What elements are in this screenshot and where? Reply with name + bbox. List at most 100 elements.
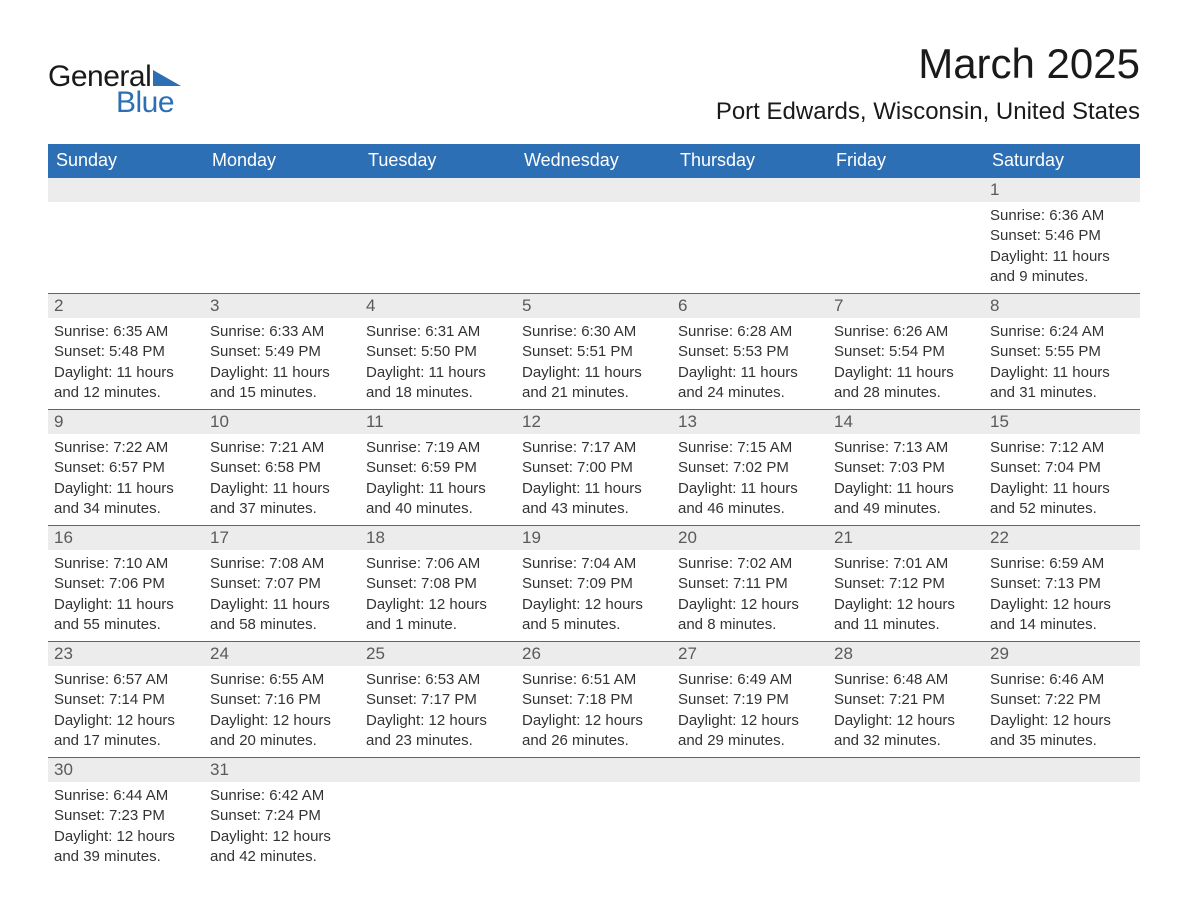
day-content <box>828 202 984 292</box>
sunrise-line: Sunrise: 6:53 AM <box>366 670 510 690</box>
daylight-line-2: and 8 minutes. <box>678 615 822 635</box>
day-number <box>672 758 828 782</box>
day-number: 30 <box>48 758 204 782</box>
header: General Blue March 2025 Port Edwards, Wi… <box>48 40 1140 126</box>
calendar-day-cell: 18Sunrise: 7:06 AMSunset: 7:08 PMDayligh… <box>360 526 516 642</box>
daylight-line-2: and 42 minutes. <box>210 847 354 867</box>
daylight-line-1: Daylight: 11 hours <box>678 479 822 499</box>
day-number <box>984 758 1140 782</box>
calendar-day-cell: 30Sunrise: 6:44 AMSunset: 7:23 PMDayligh… <box>48 758 204 874</box>
day-number: 3 <box>204 294 360 318</box>
day-header: Saturday <box>984 144 1140 178</box>
title-block: March 2025 Port Edwards, Wisconsin, Unit… <box>716 40 1140 126</box>
calendar-day-cell: 21Sunrise: 7:01 AMSunset: 7:12 PMDayligh… <box>828 526 984 642</box>
calendar-day-cell <box>516 758 672 874</box>
calendar-day-cell: 16Sunrise: 7:10 AMSunset: 7:06 PMDayligh… <box>48 526 204 642</box>
sunset-line: Sunset: 7:11 PM <box>678 574 822 594</box>
sunset-line: Sunset: 7:12 PM <box>834 574 978 594</box>
calendar-day-cell <box>204 178 360 294</box>
day-number: 12 <box>516 410 672 434</box>
daylight-line-2: and 26 minutes. <box>522 731 666 751</box>
sunset-line: Sunset: 6:59 PM <box>366 458 510 478</box>
calendar-week-row: 23Sunrise: 6:57 AMSunset: 7:14 PMDayligh… <box>48 642 1140 758</box>
daylight-line-2: and 15 minutes. <box>210 383 354 403</box>
sunrise-line: Sunrise: 6:59 AM <box>990 554 1134 574</box>
day-number: 26 <box>516 642 672 666</box>
day-number <box>828 758 984 782</box>
day-content: Sunrise: 6:49 AMSunset: 7:19 PMDaylight:… <box>672 666 828 757</box>
day-content: Sunrise: 7:12 AMSunset: 7:04 PMDaylight:… <box>984 434 1140 525</box>
calendar-day-cell <box>360 178 516 294</box>
daylight-line-1: Daylight: 12 hours <box>54 827 198 847</box>
calendar-day-cell <box>672 178 828 294</box>
calendar-day-cell <box>828 178 984 294</box>
day-number <box>204 178 360 202</box>
daylight-line-2: and 1 minute. <box>366 615 510 635</box>
calendar-day-cell: 8Sunrise: 6:24 AMSunset: 5:55 PMDaylight… <box>984 294 1140 410</box>
day-number: 4 <box>360 294 516 318</box>
day-content: Sunrise: 6:55 AMSunset: 7:16 PMDaylight:… <box>204 666 360 757</box>
day-content: Sunrise: 6:48 AMSunset: 7:21 PMDaylight:… <box>828 666 984 757</box>
sunset-line: Sunset: 7:00 PM <box>522 458 666 478</box>
calendar-day-cell: 14Sunrise: 7:13 AMSunset: 7:03 PMDayligh… <box>828 410 984 526</box>
day-header: Wednesday <box>516 144 672 178</box>
sunrise-line: Sunrise: 6:36 AM <box>990 206 1134 226</box>
day-number: 10 <box>204 410 360 434</box>
sunset-line: Sunset: 5:48 PM <box>54 342 198 362</box>
sunset-line: Sunset: 7:17 PM <box>366 690 510 710</box>
day-number: 29 <box>984 642 1140 666</box>
sunrise-line: Sunrise: 7:04 AM <box>522 554 666 574</box>
daylight-line-2: and 18 minutes. <box>366 383 510 403</box>
day-header: Monday <box>204 144 360 178</box>
daylight-line-1: Daylight: 11 hours <box>54 595 198 615</box>
calendar-day-cell: 9Sunrise: 7:22 AMSunset: 6:57 PMDaylight… <box>48 410 204 526</box>
day-content <box>672 202 828 292</box>
daylight-line-1: Daylight: 12 hours <box>990 595 1134 615</box>
sunset-line: Sunset: 5:50 PM <box>366 342 510 362</box>
calendar-day-cell: 23Sunrise: 6:57 AMSunset: 7:14 PMDayligh… <box>48 642 204 758</box>
sunrise-line: Sunrise: 6:44 AM <box>54 786 198 806</box>
daylight-line-1: Daylight: 12 hours <box>834 711 978 731</box>
daylight-line-1: Daylight: 12 hours <box>522 595 666 615</box>
daylight-line-1: Daylight: 12 hours <box>210 711 354 731</box>
daylight-line-2: and 40 minutes. <box>366 499 510 519</box>
day-number: 14 <box>828 410 984 434</box>
calendar-day-cell <box>360 758 516 874</box>
day-number: 21 <box>828 526 984 550</box>
day-content <box>672 782 828 872</box>
day-content: Sunrise: 7:13 AMSunset: 7:03 PMDaylight:… <box>828 434 984 525</box>
sunrise-line: Sunrise: 6:24 AM <box>990 322 1134 342</box>
calendar-day-cell <box>672 758 828 874</box>
day-content: Sunrise: 7:15 AMSunset: 7:02 PMDaylight:… <box>672 434 828 525</box>
sunset-line: Sunset: 6:57 PM <box>54 458 198 478</box>
daylight-line-1: Daylight: 11 hours <box>54 479 198 499</box>
daylight-line-2: and 37 minutes. <box>210 499 354 519</box>
daylight-line-2: and 20 minutes. <box>210 731 354 751</box>
sunrise-line: Sunrise: 6:46 AM <box>990 670 1134 690</box>
day-number: 18 <box>360 526 516 550</box>
calendar-day-cell <box>828 758 984 874</box>
calendar-day-cell <box>516 178 672 294</box>
calendar-table: Sunday Monday Tuesday Wednesday Thursday… <box>48 144 1140 873</box>
sunrise-line: Sunrise: 6:28 AM <box>678 322 822 342</box>
day-content: Sunrise: 7:02 AMSunset: 7:11 PMDaylight:… <box>672 550 828 641</box>
day-content: Sunrise: 6:24 AMSunset: 5:55 PMDaylight:… <box>984 318 1140 409</box>
location: Port Edwards, Wisconsin, United States <box>716 98 1140 126</box>
calendar-body: 1Sunrise: 6:36 AMSunset: 5:46 PMDaylight… <box>48 178 1140 874</box>
calendar-day-cell: 6Sunrise: 6:28 AMSunset: 5:53 PMDaylight… <box>672 294 828 410</box>
day-number: 31 <box>204 758 360 782</box>
sunset-line: Sunset: 7:02 PM <box>678 458 822 478</box>
sunrise-line: Sunrise: 6:55 AM <box>210 670 354 690</box>
calendar-day-cell: 15Sunrise: 7:12 AMSunset: 7:04 PMDayligh… <box>984 410 1140 526</box>
day-content: Sunrise: 7:22 AMSunset: 6:57 PMDaylight:… <box>48 434 204 525</box>
day-content: Sunrise: 6:30 AMSunset: 5:51 PMDaylight:… <box>516 318 672 409</box>
day-content <box>828 782 984 872</box>
day-content: Sunrise: 6:35 AMSunset: 5:48 PMDaylight:… <box>48 318 204 409</box>
day-number: 17 <box>204 526 360 550</box>
calendar-week-row: 2Sunrise: 6:35 AMSunset: 5:48 PMDaylight… <box>48 294 1140 410</box>
day-number: 11 <box>360 410 516 434</box>
day-number: 15 <box>984 410 1140 434</box>
sunrise-line: Sunrise: 7:01 AM <box>834 554 978 574</box>
day-header: Thursday <box>672 144 828 178</box>
day-number: 23 <box>48 642 204 666</box>
